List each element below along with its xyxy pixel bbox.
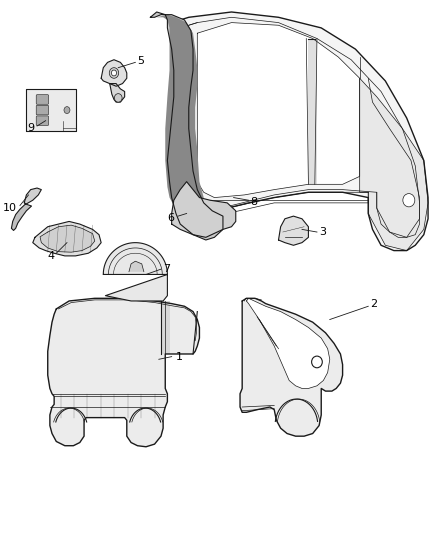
Polygon shape <box>24 188 41 204</box>
Text: 6: 6 <box>167 213 174 223</box>
FancyBboxPatch shape <box>36 106 49 115</box>
Polygon shape <box>172 12 428 251</box>
Polygon shape <box>247 298 330 389</box>
Polygon shape <box>308 38 317 184</box>
Polygon shape <box>40 225 95 252</box>
Polygon shape <box>129 261 144 272</box>
Text: 7: 7 <box>163 264 170 274</box>
Text: 9: 9 <box>27 123 34 133</box>
Polygon shape <box>157 14 204 216</box>
Polygon shape <box>240 298 343 436</box>
Ellipse shape <box>64 107 70 114</box>
Polygon shape <box>197 22 360 198</box>
Polygon shape <box>172 182 236 237</box>
Polygon shape <box>360 78 428 251</box>
FancyBboxPatch shape <box>36 116 49 125</box>
Ellipse shape <box>114 94 122 102</box>
Text: 2: 2 <box>371 298 378 309</box>
Ellipse shape <box>311 356 322 368</box>
Polygon shape <box>110 84 125 102</box>
Text: 4: 4 <box>47 251 54 261</box>
Ellipse shape <box>111 70 117 76</box>
Text: 10: 10 <box>3 203 17 213</box>
Polygon shape <box>11 204 32 230</box>
Text: 1: 1 <box>176 352 183 361</box>
Polygon shape <box>26 89 75 131</box>
Polygon shape <box>33 221 101 256</box>
Polygon shape <box>48 298 199 447</box>
Polygon shape <box>101 60 127 86</box>
Ellipse shape <box>403 193 415 207</box>
Polygon shape <box>161 301 170 354</box>
Text: 3: 3 <box>319 227 326 237</box>
Polygon shape <box>150 12 223 240</box>
Polygon shape <box>103 243 167 301</box>
Text: 8: 8 <box>251 197 258 207</box>
Polygon shape <box>279 216 308 245</box>
Text: 5: 5 <box>138 56 145 66</box>
FancyBboxPatch shape <box>36 95 49 104</box>
Ellipse shape <box>109 68 119 78</box>
